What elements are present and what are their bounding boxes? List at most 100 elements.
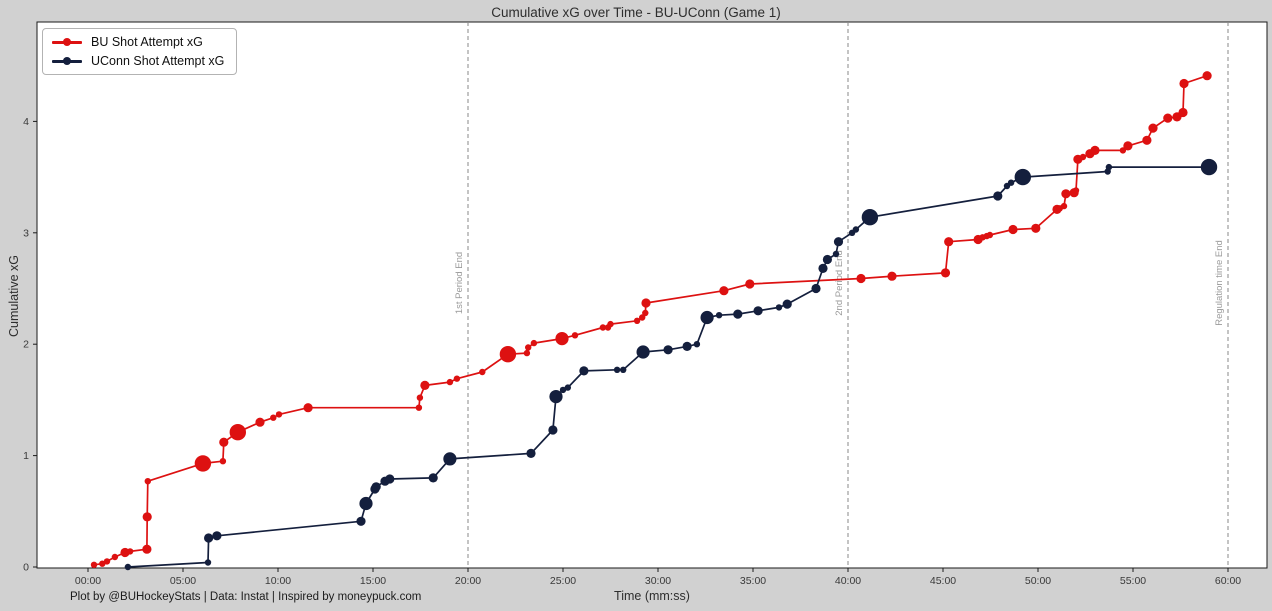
- bu-shot-point: [641, 298, 651, 308]
- uconn-shot-point: [212, 531, 222, 541]
- uconn-shot-point: [861, 209, 879, 226]
- uconn-shot-point: [613, 366, 621, 373]
- uconn-shot-point: [715, 312, 723, 319]
- bu-shot-point: [633, 317, 641, 324]
- x-tick-label: 45:00: [930, 575, 956, 587]
- bu-shot-point: [103, 558, 111, 565]
- uconn-shot-point: [1007, 179, 1015, 186]
- uconn-shot-point: [526, 448, 536, 458]
- uconn-shot-point: [693, 341, 701, 348]
- period-end-label: Regulation time End: [1214, 240, 1225, 326]
- y-tick-label: 2: [23, 339, 29, 351]
- bu-shot-point: [1148, 123, 1158, 133]
- bu-shot-point: [420, 380, 430, 390]
- bu-shot-point: [639, 314, 646, 321]
- uconn-shot-point: [124, 563, 132, 571]
- bu-shot-point: [1202, 71, 1212, 81]
- period-end-label: 2nd Period End: [834, 250, 845, 316]
- uconn-shot-point: [832, 250, 840, 258]
- uconn-shot-point: [818, 263, 828, 273]
- legend-item-bu: BU Shot Attempt xG: [52, 35, 224, 49]
- bu-shot-point: [499, 346, 517, 363]
- uconn-shot-point: [852, 226, 860, 233]
- x-tick-label: 35:00: [740, 575, 766, 587]
- bu-shot-point: [446, 378, 454, 386]
- x-tick-label: 30:00: [645, 575, 671, 587]
- y-axis-label: Cumulative xG: [7, 255, 21, 337]
- y-tick-label: 4: [23, 116, 29, 128]
- bu-shot-point: [415, 404, 423, 411]
- x-tick-label: 55:00: [1120, 575, 1146, 587]
- bu-shot-point: [479, 368, 486, 376]
- bu-shot-point: [555, 332, 569, 346]
- uconn-shot-point: [443, 452, 457, 466]
- bu-shot-point: [275, 411, 283, 418]
- x-tick-label: 10:00: [265, 575, 291, 587]
- bu-shot-point: [940, 268, 951, 278]
- legend-marker-uconn-icon: [52, 56, 82, 66]
- bu-shot-point: [142, 512, 152, 522]
- uconn-shot-point: [833, 237, 844, 247]
- bu-shot-point: [1090, 145, 1100, 155]
- uconn-shot-point: [811, 283, 821, 294]
- bu-shot-point: [856, 273, 866, 284]
- bu-shot-point: [1031, 223, 1041, 233]
- x-tick-label: 25:00: [550, 575, 576, 587]
- uconn-shot-point: [993, 191, 1003, 201]
- bu-shot-point: [111, 553, 119, 561]
- legend: BU Shot Attempt xG UConn Shot Attempt xG: [42, 28, 238, 75]
- bu-shot-point: [745, 279, 755, 289]
- credit-text: Plot by @BUHockeyStats | Data: Instat | …: [70, 591, 422, 603]
- bu-shot-point: [1079, 153, 1087, 161]
- x-axis-label: Time (mm:ss): [614, 589, 690, 603]
- uconn-shot-point: [663, 345, 673, 355]
- bu-shot-point: [1178, 107, 1188, 118]
- uconn-shot-point: [204, 533, 214, 543]
- bu-shot-point: [1179, 78, 1189, 89]
- period-end-label: 1st Period End: [454, 252, 465, 314]
- uconn-shot-point: [1014, 168, 1031, 186]
- bu-shot-point: [607, 320, 614, 328]
- uconn-shot-point: [385, 474, 395, 484]
- uconn-shot-point: [371, 482, 381, 492]
- bu-shot-point: [453, 375, 461, 382]
- bu-shot-point: [1123, 141, 1133, 151]
- bu-shot-point: [126, 548, 134, 555]
- bu-shot-point: [525, 344, 532, 351]
- uconn-shot-point: [753, 306, 763, 316]
- uconn-shot-point: [733, 309, 743, 319]
- uconn-shot-point: [356, 516, 366, 526]
- bu-shot-point: [303, 403, 313, 413]
- bu-shot-point: [90, 561, 98, 568]
- uconn-shot-point: [822, 254, 833, 265]
- y-tick-label: 0: [23, 562, 29, 574]
- y-tick-label: 1: [23, 450, 29, 462]
- bu-shot-point: [523, 349, 531, 357]
- bu-shot-point: [1072, 187, 1080, 194]
- x-tick-label: 40:00: [835, 575, 861, 587]
- bu-shot-point: [229, 424, 246, 441]
- uconn-shot-point: [636, 345, 650, 359]
- x-tick-label: 60:00: [1215, 575, 1241, 587]
- uconn-shot-point: [548, 425, 558, 435]
- bu-shot-point: [1061, 189, 1071, 199]
- uconn-shot-point: [579, 366, 589, 376]
- uconn-shot-point: [775, 304, 783, 311]
- bu-shot-point: [270, 414, 277, 421]
- bu-shot-point: [1060, 202, 1068, 210]
- legend-label-uconn: UConn Shot Attempt xG: [91, 54, 225, 68]
- legend-marker-bu-icon: [52, 37, 82, 47]
- x-tick-label: 00:00: [75, 575, 101, 587]
- uconn-shot-point: [782, 299, 792, 309]
- bu-shot-point: [719, 286, 729, 296]
- y-tick-label: 3: [23, 227, 29, 239]
- uconn-shot-point: [700, 310, 714, 325]
- chart-title: Cumulative xG over Time - BU-UConn (Game…: [491, 5, 781, 20]
- plot-background: [36, 21, 1268, 569]
- bu-shot-point: [642, 309, 649, 317]
- bu-shot-point: [144, 478, 151, 485]
- bu-shot-point: [255, 417, 265, 427]
- bu-shot-point: [599, 324, 607, 331]
- legend-item-uconn: UConn Shot Attempt xG: [52, 54, 224, 68]
